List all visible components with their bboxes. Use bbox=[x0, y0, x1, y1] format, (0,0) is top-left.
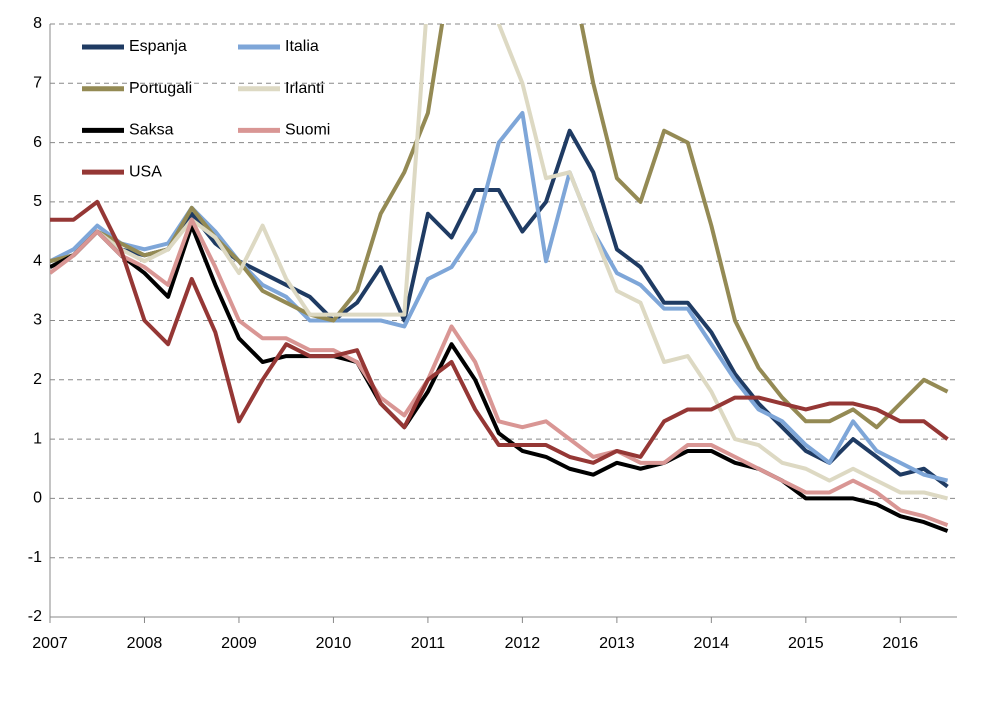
series-line bbox=[50, 223, 949, 533]
series-line bbox=[50, 24, 949, 501]
y-tick-label: 6 bbox=[33, 134, 42, 151]
x-tick-label: 2013 bbox=[599, 635, 635, 652]
x-tick-label: 2008 bbox=[127, 635, 163, 652]
x-tick-label: 2009 bbox=[221, 635, 257, 652]
legend-label: Italia bbox=[285, 38, 319, 55]
y-tick-label: 0 bbox=[33, 490, 42, 507]
x-tick-label: 2012 bbox=[505, 635, 541, 652]
y-tick-label: 5 bbox=[33, 193, 42, 210]
legend-label: Espanja bbox=[129, 38, 187, 55]
y-tick-label: 2 bbox=[33, 371, 42, 388]
y-tick-label: 1 bbox=[33, 430, 42, 447]
legend-label: Portugali bbox=[129, 80, 192, 97]
legend-label: Suomi bbox=[285, 122, 330, 139]
y-tick-label: 7 bbox=[33, 75, 42, 92]
series-line bbox=[50, 217, 949, 527]
legend-label: Saksa bbox=[129, 122, 174, 139]
x-tick-label: 2011 bbox=[411, 635, 446, 652]
y-tick-label: 4 bbox=[33, 252, 42, 269]
y-tick-label: 8 bbox=[33, 15, 42, 32]
legend-label: Irlanti bbox=[285, 80, 324, 97]
x-tick-label: 2016 bbox=[883, 635, 919, 652]
x-tick-label: 2010 bbox=[316, 635, 352, 652]
series-line bbox=[50, 24, 949, 430]
y-tick-label: -2 bbox=[28, 608, 42, 625]
y-tick-label: 3 bbox=[33, 312, 42, 329]
legend-label: USA bbox=[129, 163, 162, 180]
y-tick-label: -1 bbox=[28, 549, 42, 566]
x-tick-label: 2015 bbox=[788, 635, 824, 652]
x-tick-label: 2014 bbox=[694, 635, 730, 652]
x-tick-label: 2007 bbox=[32, 635, 68, 652]
series-line bbox=[50, 199, 949, 465]
